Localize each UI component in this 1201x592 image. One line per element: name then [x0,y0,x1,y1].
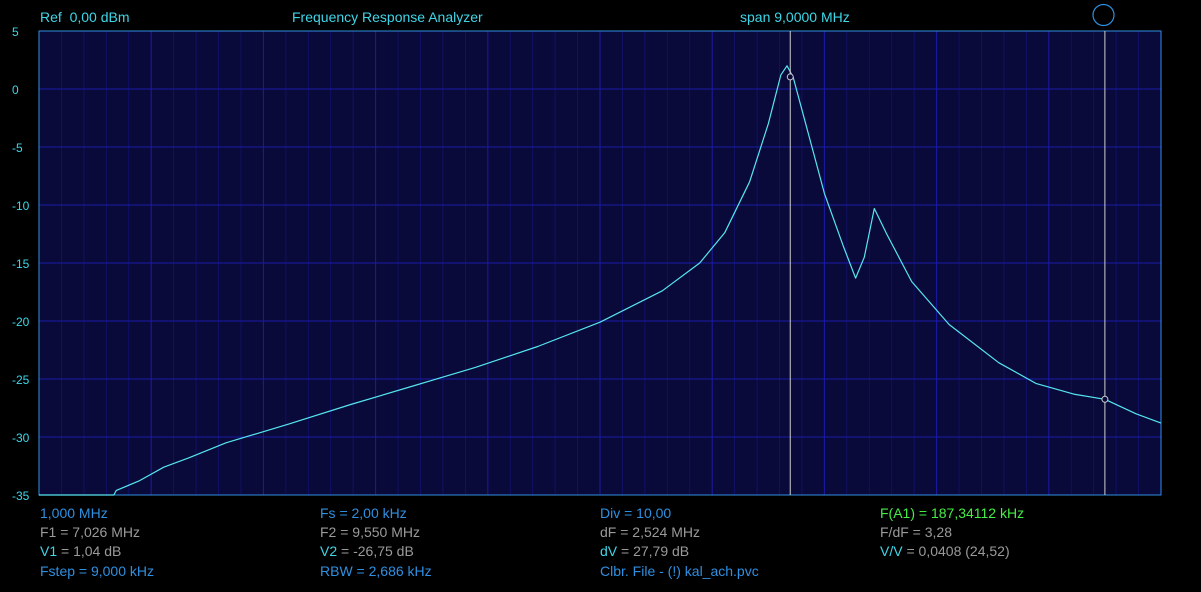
v1-label: V1 [40,543,58,559]
f-over-df-readout: F/dF = 3,28 [880,524,952,540]
rbw-readout: RBW = 2,686 kHz [320,563,432,579]
f1-readout: F1 = 7,026 MHz [40,524,140,540]
y-tick-label: -15 [12,257,30,271]
div-readout: Div = 10,00 [600,505,672,521]
y-tick-label: -30 [12,431,30,445]
v2-value: = -26,75 dB [337,543,414,559]
dv-readout: dV = 27,79 dB [600,543,689,559]
y-tick-label: 0 [12,83,19,97]
fstep-readout: Fstep = 9,000 kHz [40,563,155,579]
fs-readout: Fs = 2,00 kHz [320,505,407,521]
marker-point-v2 [1101,395,1109,403]
y-tick-label: -35 [12,489,30,503]
v1-readout: V1 = 1,04 dB [40,543,121,559]
v1-value: = 1,04 dB [57,543,122,559]
analyzer-title: Frequency Response Analyzer [292,9,483,25]
y-tick-label: -20 [12,315,30,329]
y-tick-label: 5 [12,25,19,39]
v-ratio-label: V/V [880,543,903,559]
v-ratio-value: = 0,0408 (24,52) [902,543,1010,559]
dv-value: = 27,79 dB [617,543,690,559]
response-trace [39,65,1162,496]
span-label: span 9,0000 MHz [740,9,850,25]
v-ratio-readout: V/V = 0,0408 (24,52) [880,543,1010,559]
y-tick-label: -5 [12,141,23,155]
v2-label: V2 [320,543,338,559]
df-readout: dF = 2,524 MHz [600,524,700,540]
y-tick-label: -10 [12,199,30,213]
f2-readout: F2 = 9,550 MHz [320,524,420,540]
marker-circle-icon[interactable] [1092,3,1115,27]
dv-label: dV [600,543,618,559]
v2-readout: V2 = -26,75 dB [320,543,414,559]
plot-frame [38,30,1162,496]
calibration-file: Clbr. File - (!) kal_ach.pvc [600,563,759,579]
start-frequency: 1,000 MHz [40,505,108,521]
ref-level-label: Ref 0,00 dBm [40,9,130,25]
fa1-readout: F(A1) = 187,34112 kHz [880,505,1025,521]
y-tick-label: -25 [12,373,30,387]
marker-point-v1 [786,73,794,81]
